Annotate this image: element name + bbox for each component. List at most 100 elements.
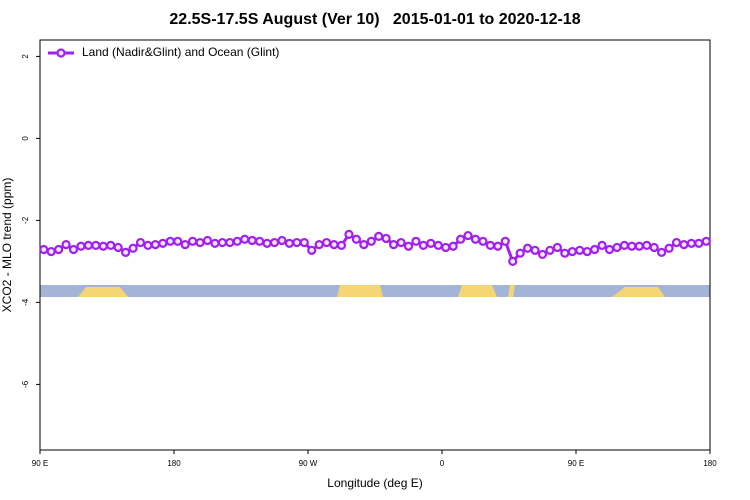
- data-point: [537, 249, 548, 260]
- data-point: [686, 238, 696, 248]
- data-point: [508, 256, 518, 266]
- data-point: [202, 235, 213, 246]
- data-point: [642, 240, 652, 251]
- data-point: [411, 236, 421, 246]
- data-point: [470, 234, 481, 244]
- x-tick-label: 180: [167, 459, 181, 468]
- data-point: [165, 236, 175, 246]
- data-point: [329, 239, 339, 250]
- data-point: [217, 237, 227, 248]
- data-point: [143, 240, 153, 251]
- data-point: [322, 237, 332, 248]
- x-tick-label: 0: [440, 459, 445, 468]
- data-point: [240, 234, 250, 244]
- data-point: [627, 241, 637, 251]
- data-point: [225, 237, 235, 248]
- data-point: [128, 243, 138, 253]
- data-point: [61, 239, 71, 250]
- data-point: [619, 240, 629, 251]
- y-tick-label: -6: [21, 380, 30, 388]
- x-tick-label: 90 E: [568, 459, 584, 468]
- data-point: [98, 241, 108, 251]
- data-point: [664, 243, 674, 253]
- data-point: [463, 230, 473, 241]
- data-point: [307, 245, 317, 255]
- data-point: [210, 238, 220, 248]
- data-point: [351, 234, 361, 244]
- data-point: [575, 245, 585, 255]
- x-tick-label: 90 E: [32, 459, 48, 468]
- data-point: [173, 236, 183, 246]
- data-point: [39, 244, 49, 255]
- data-point: [493, 241, 503, 251]
- data-point: [188, 236, 198, 246]
- land-area: [78, 287, 128, 297]
- x-tick-label: 180: [703, 459, 717, 468]
- land-ocean-strip: [40, 285, 710, 297]
- data-point: [336, 240, 347, 251]
- data-point: [277, 235, 287, 246]
- data-point: [433, 240, 443, 251]
- data-point: [366, 236, 376, 246]
- data-point: [612, 242, 622, 253]
- data-point: [426, 238, 436, 248]
- data-point: [113, 242, 123, 253]
- data-point: [158, 238, 168, 248]
- data-point: [634, 241, 644, 251]
- data-point: [523, 243, 533, 253]
- land-area: [508, 285, 515, 297]
- data-point: [567, 246, 577, 257]
- data-point: [68, 244, 79, 255]
- data-point: [679, 239, 689, 250]
- data-point: [500, 236, 510, 246]
- y-axis-title: XCO2 - MLO trend (ppm): [0, 178, 14, 313]
- y-tick-label: 2: [21, 54, 30, 59]
- data-point: [649, 242, 659, 253]
- y-tick-label: -4: [21, 298, 30, 306]
- data-point: [91, 240, 101, 251]
- legend-marker: [56, 48, 66, 58]
- y-tick-label: -2: [21, 216, 30, 224]
- land-area: [458, 285, 497, 297]
- x-tick-label: 90 W: [299, 459, 318, 468]
- plot-frame: [39, 39, 711, 451]
- data-point: [106, 240, 116, 251]
- data-point: [418, 240, 428, 251]
- data-point: [582, 246, 592, 257]
- data-point: [597, 240, 607, 251]
- data-point: [590, 244, 600, 255]
- data-point: [83, 240, 93, 251]
- data-point: [46, 246, 56, 257]
- data-point: [560, 248, 570, 258]
- data-point: [344, 229, 354, 239]
- data-point: [255, 236, 265, 246]
- data-point: [247, 235, 257, 246]
- data-point: [671, 237, 682, 248]
- data-point: [359, 239, 369, 250]
- data-point: [232, 236, 242, 246]
- data-point: [701, 236, 711, 246]
- data-point: [403, 241, 414, 251]
- x-axis-title: Longitude (deg E): [327, 476, 422, 490]
- data-point: [657, 247, 667, 257]
- data-point: [135, 237, 146, 248]
- data-point: [515, 248, 525, 258]
- data-point: [284, 238, 294, 248]
- data-point: [545, 245, 555, 255]
- data-point: [381, 233, 391, 244]
- data-point: [299, 237, 309, 248]
- data-point: [262, 238, 272, 248]
- data-point: [314, 239, 324, 250]
- data-point: [54, 244, 64, 255]
- data-point: [389, 239, 399, 250]
- y-tick-label: 0: [21, 136, 30, 141]
- land-area: [612, 287, 665, 297]
- data-point: [694, 238, 704, 248]
- data-point: [292, 237, 302, 248]
- data-point: [180, 239, 190, 250]
- data-point: [478, 236, 488, 246]
- data-point: [195, 237, 205, 248]
- chart-title: 22.5S-17.5S August (Ver 10) 2015-01-01 t…: [169, 11, 580, 28]
- data-point: [269, 237, 280, 248]
